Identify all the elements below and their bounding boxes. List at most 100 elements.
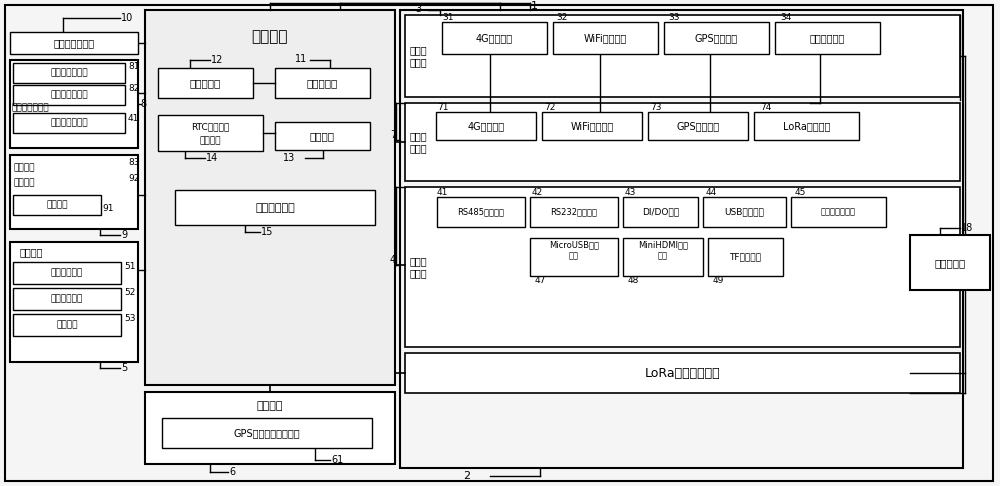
Text: 74: 74 [760,103,771,112]
Text: 存储器单元: 存储器单元 [190,78,221,88]
Bar [664,22,769,54]
Text: 41: 41 [128,114,139,123]
Text: 11: 11 [295,54,307,64]
Text: 12: 12 [211,55,223,65]
Bar [530,197,618,227]
Bar [791,197,886,227]
Text: GPS定位精准授时模块: GPS定位精准授时模块 [234,428,300,438]
Bar [10,33,138,54]
Text: 45: 45 [795,188,806,197]
Text: 蓝灯指示灯模块: 蓝灯指示灯模块 [50,119,88,128]
Text: MicroUSB接口
模块: MicroUSB接口 模块 [549,241,599,260]
Bar [400,10,963,468]
Text: 53: 53 [124,313,136,323]
Bar [754,112,859,140]
Text: 电源转换模块: 电源转换模块 [51,269,83,278]
Text: 41: 41 [437,188,448,197]
Text: USB通信模块: USB通信模块 [725,208,764,217]
Text: DI/DO模块: DI/DO模块 [642,208,679,217]
Text: 断电告警模块: 断电告警模块 [51,295,83,304]
Text: 72: 72 [544,103,555,112]
Text: 6: 6 [229,467,235,477]
Text: 61: 61 [331,455,343,465]
Bar [13,288,121,310]
Text: 防雷模块: 防雷模块 [56,321,78,330]
Text: 温湿度监测模块: 温湿度监测模块 [53,38,95,48]
Bar [623,238,703,276]
Text: LoRa基站通信模块: LoRa基站通信模块 [645,366,720,380]
Bar [13,63,125,83]
Bar [648,112,748,140]
Text: 5: 5 [121,363,127,373]
Text: WiFi通信模块: WiFi通信模块 [584,34,627,43]
Bar [775,22,880,54]
Bar [145,10,395,385]
Bar [175,190,375,225]
Text: 8: 8 [140,99,146,109]
Text: 15: 15 [261,227,273,237]
Text: 7: 7 [390,130,396,140]
Bar [542,112,642,140]
Text: 处理器单元: 处理器单元 [307,78,338,88]
Text: GPS通信模块: GPS通信模块 [695,34,738,43]
Text: 2: 2 [463,471,470,481]
Text: 83: 83 [128,158,140,167]
Text: 10: 10 [121,14,133,23]
Text: 电源模块: 电源模块 [20,247,44,257]
Text: 时钟模块: 时钟模块 [199,137,221,146]
Text: 本地通
信模块: 本地通 信模块 [409,257,427,278]
Text: WiFi天线接口: WiFi天线接口 [570,122,614,131]
Text: 18: 18 [961,223,973,233]
Text: 43: 43 [625,188,636,197]
Text: 按钮模块: 按钮模块 [14,179,36,188]
Bar [158,69,253,98]
Bar [437,197,525,227]
Text: 9: 9 [121,230,127,240]
Bar [158,115,263,151]
Text: 82: 82 [128,84,139,93]
Bar [405,187,960,347]
Text: 47: 47 [535,276,546,285]
Text: RS485通信模块: RS485通信模块 [458,208,505,217]
Text: 52: 52 [124,288,135,296]
Text: 远程通
信模块: 远程通 信模块 [409,46,427,67]
Text: GPS天线接口: GPS天线接口 [676,122,720,131]
Text: 绿灯指示灯模块: 绿灯指示灯模块 [50,91,88,100]
Bar [13,262,121,284]
Bar [13,113,125,133]
Text: 启动单元: 启动单元 [14,164,36,173]
Text: 复位单元: 复位单元 [310,131,335,141]
Text: MiniHDMI接口
模块: MiniHDMI接口 模块 [638,241,688,260]
Text: 主控模块: 主控模块 [252,29,288,44]
Text: 14: 14 [206,153,218,163]
Text: 44: 44 [706,188,717,197]
Bar [405,16,960,97]
Text: 42: 42 [532,188,543,197]
Bar [10,242,138,362]
Text: LoRa天线接口: LoRa天线接口 [783,122,830,131]
Text: 31: 31 [442,13,454,22]
Bar [703,197,786,227]
Text: 92: 92 [128,174,139,183]
Bar [405,353,960,393]
Text: 4G天线接口: 4G天线接口 [467,122,505,131]
Text: 71: 71 [437,103,448,112]
Bar [623,197,698,227]
Bar [530,238,618,276]
Text: 复位模块: 复位模块 [46,201,68,210]
Bar [442,22,547,54]
Text: 以太网通信模块: 以太网通信模块 [821,208,856,217]
Text: 13: 13 [283,153,295,163]
Text: 3: 3 [415,4,421,15]
Bar [162,418,372,448]
Text: 4: 4 [390,255,396,265]
Text: 34: 34 [780,13,791,22]
Bar [553,22,658,54]
Bar [13,86,125,105]
Bar [436,112,536,140]
Bar [13,195,101,215]
Bar [10,60,138,148]
Text: 91: 91 [102,204,114,213]
Text: 边缘计算模块: 边缘计算模块 [255,203,295,213]
Bar [708,238,783,276]
